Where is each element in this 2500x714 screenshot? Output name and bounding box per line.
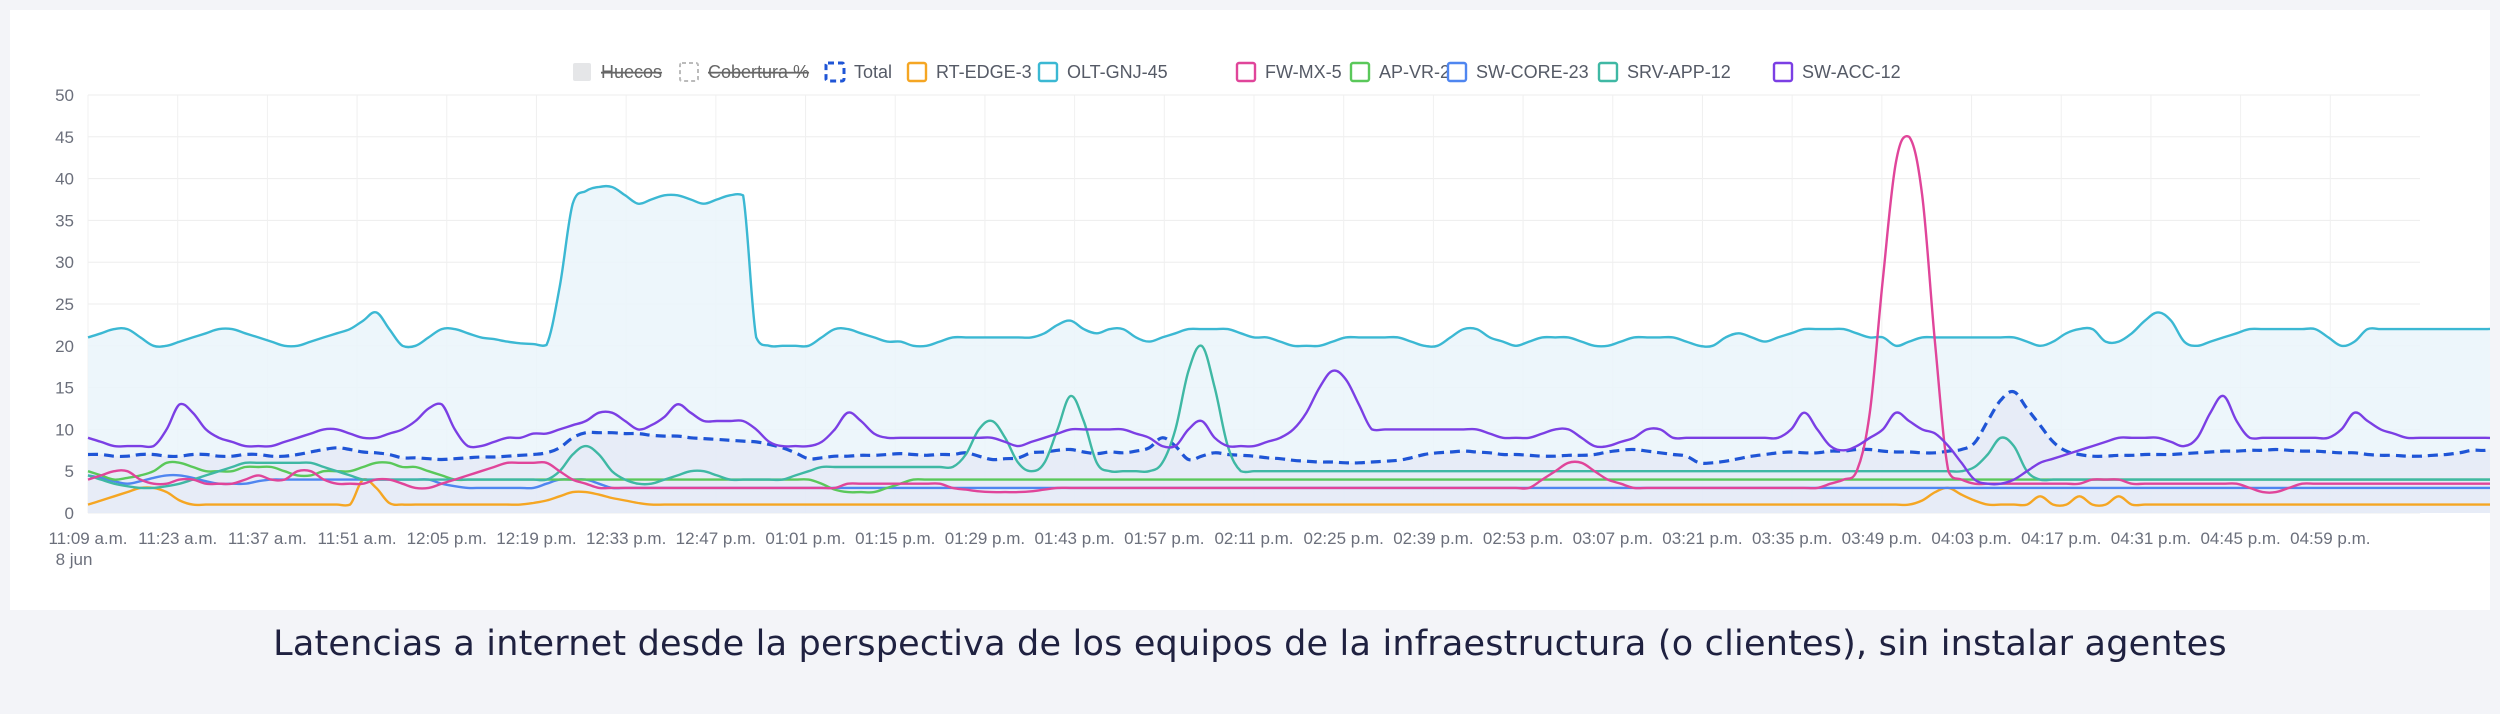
- legend-label: FW-MX-5: [1265, 62, 1342, 82]
- legend-label: SRV-APP-12: [1627, 62, 1731, 82]
- x-date-label: 8 jun: [56, 550, 93, 569]
- x-tick-label: 04:45 p.m.: [2200, 529, 2280, 548]
- latency-chart: 0 5 10 15 20 25 30 35 40 45 50 11:09 a.m. 11:23 a.m.…: [48, 61, 2490, 569]
- x-tick-label: 01:57 p.m.: [1124, 529, 1204, 548]
- legend-item-rt-edge-3[interactable]: RT-EDGE-3: [906, 61, 1032, 83]
- chart-caption: Latencias a internet desde la perspectiv…: [273, 624, 2227, 664]
- series-line-sw-acc-12[interactable]: [87, 369, 2490, 486]
- legend-swatch: [1349, 61, 1371, 83]
- y-tick-label: 50: [55, 86, 74, 105]
- legend-swatch: [679, 62, 699, 82]
- legend-swatch: [1235, 61, 1257, 83]
- y-tick-label: 30: [55, 253, 74, 272]
- x-tick-label: 03:35 p.m.: [1752, 529, 1832, 548]
- y-tick-label: 45: [55, 128, 74, 147]
- x-tick-label: 01:29 p.m.: [945, 529, 1025, 548]
- x-tick-label: 02:11 p.m.: [1214, 529, 1293, 548]
- legend-item-fw-mx-5[interactable]: FW-MX-5: [1235, 61, 1342, 83]
- legend-label: RT-EDGE-3: [936, 62, 1032, 82]
- x-tick-label: 01:01 p.m.: [765, 529, 845, 548]
- legend-label: SW-CORE-23: [1476, 62, 1589, 82]
- y-tick-label: 25: [55, 295, 74, 314]
- x-tick-label: 12:19 p.m.: [496, 529, 576, 548]
- legend-swatch: [1772, 61, 1794, 83]
- legend-label: AP-VR-2: [1379, 62, 1450, 82]
- x-tick-label: 03:49 p.m.: [1842, 529, 1922, 548]
- x-tick-label: 02:25 p.m.: [1304, 529, 1384, 548]
- y-tick-label: 0: [65, 504, 74, 523]
- legend-item-cobertura-[interactable]: Cobertura %: [679, 62, 809, 82]
- x-tick-label: 12:47 p.m.: [676, 529, 756, 548]
- legend-item-huecos[interactable]: Huecos: [573, 62, 662, 82]
- legend-swatch: [1037, 61, 1059, 83]
- legend: Huecos Cobertura % Total RT-EDGE-3 OLT-GNJ-4…: [573, 61, 1901, 83]
- legend-item-total[interactable]: Total: [824, 61, 892, 83]
- x-tick-label: 11:37 a.m.: [228, 529, 307, 548]
- x-tick-label: 03:07 p.m.: [1573, 529, 1653, 548]
- legend-item-sw-core-23[interactable]: SW-CORE-23: [1446, 61, 1589, 83]
- y-tick-label: 5: [65, 462, 74, 481]
- y-tick-label: 20: [55, 337, 74, 356]
- legend-swatch: [1597, 61, 1619, 83]
- legend-label: Huecos: [601, 62, 662, 82]
- legend-item-srv-app-12[interactable]: SRV-APP-12: [1597, 61, 1731, 83]
- series-line-srv-app-12[interactable]: [87, 344, 2490, 490]
- legend-swatch: [906, 61, 928, 83]
- legend-item-olt-gnj-45[interactable]: OLT-GNJ-45: [1037, 61, 1168, 83]
- chart-card: 0 5 10 15 20 25 30 35 40 45 50 11:09 a.m. 11:23 a.m.…: [10, 10, 2490, 610]
- x-tick-label: 11:09 a.m.: [48, 529, 127, 548]
- x-tick-label: 03:21 p.m.: [1662, 529, 1742, 548]
- series-line-rt-edge-3[interactable]: [87, 478, 2490, 507]
- series-lines: [87, 135, 2490, 507]
- axes: 0 5 10 15 20 25 30 35 40 45 50 11:09 a.m. 11:23 a.m.…: [48, 86, 2370, 569]
- series-line-olt-gnj-45[interactable]: [87, 184, 2490, 349]
- x-tick-label: 01:43 p.m.: [1034, 529, 1114, 548]
- legend-swatch: [1446, 61, 1468, 83]
- legend-label: SW-ACC-12: [1802, 62, 1901, 82]
- legend-swatch: [573, 63, 591, 81]
- x-tick-label: 04:17 p.m.: [2021, 529, 2101, 548]
- series-line-fw-mx-5[interactable]: [87, 135, 2490, 494]
- x-tick-label: 12:33 p.m.: [586, 529, 666, 548]
- y-tick-label: 10: [55, 420, 74, 439]
- y-tick-label: 35: [55, 211, 74, 230]
- x-tick-label: 11:23 a.m.: [138, 529, 217, 548]
- series-line-total[interactable]: [87, 389, 2490, 466]
- area-total: [88, 391, 2490, 513]
- area-olt-gnj-45: [88, 186, 2490, 513]
- x-tick-label: 01:15 p.m.: [855, 529, 935, 548]
- legend-swatch: [824, 61, 846, 83]
- x-tick-label: 04:59 p.m.: [2290, 529, 2370, 548]
- legend-label: OLT-GNJ-45: [1067, 62, 1168, 82]
- y-tick-label: 15: [55, 379, 74, 398]
- legend-label: Cobertura %: [708, 62, 809, 82]
- y-tick-label: 40: [55, 170, 74, 189]
- x-tick-label: 04:31 p.m.: [2111, 529, 2191, 548]
- x-tick-label: 02:53 p.m.: [1483, 529, 1563, 548]
- x-tick-label: 02:39 p.m.: [1393, 529, 1473, 548]
- x-tick-label: 12:05 p.m.: [407, 529, 487, 548]
- area-fills: [88, 186, 2490, 513]
- legend-item-sw-acc-12[interactable]: SW-ACC-12: [1772, 61, 1901, 83]
- legend-label: Total: [854, 62, 892, 82]
- x-tick-label: 04:03 p.m.: [1931, 529, 2011, 548]
- legend-item-ap-vr-2[interactable]: AP-VR-2: [1349, 61, 1450, 83]
- x-tick-label: 11:51 a.m.: [318, 529, 397, 548]
